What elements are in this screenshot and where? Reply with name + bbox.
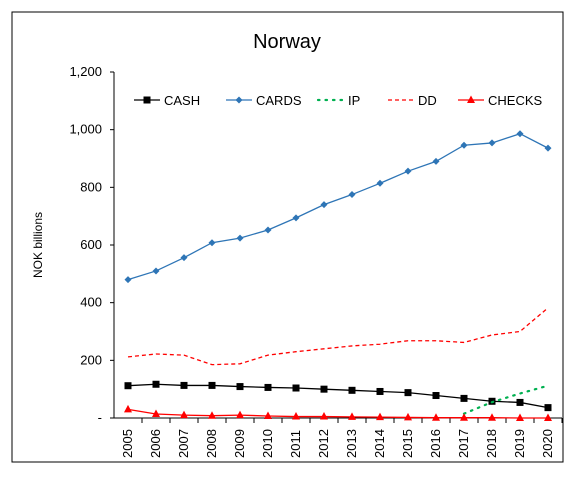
data-point (460, 141, 468, 149)
x-tick-label: 2006 (148, 429, 163, 458)
x-tick-label: 2011 (288, 430, 303, 458)
data-point (264, 411, 272, 419)
x-tick-label: 2015 (400, 429, 415, 458)
x-tick-label: 2018 (484, 429, 499, 458)
data-point (320, 385, 328, 393)
legend-marker (467, 95, 475, 103)
y-tick-label: 600 (80, 237, 102, 252)
data-point (292, 412, 300, 420)
data-point (488, 413, 496, 421)
data-point (348, 191, 356, 199)
x-tick-label: 2012 (316, 429, 331, 458)
y-tick-label: 200 (80, 352, 102, 367)
data-point (544, 413, 552, 421)
data-point (320, 412, 328, 420)
y-tick-label: 1,200 (69, 64, 102, 79)
data-point (236, 410, 244, 419)
x-tick-label: 2013 (344, 429, 359, 458)
data-point (124, 404, 132, 413)
data-point (292, 214, 300, 222)
data-point (152, 380, 160, 388)
data-point (180, 254, 188, 262)
data-point (180, 410, 188, 419)
x-tick-label: 2008 (204, 429, 219, 458)
x-tick-label: 2016 (428, 429, 443, 458)
data-point (236, 234, 244, 242)
data-point (320, 201, 328, 209)
data-point (348, 412, 356, 420)
y-tick-label: 1,000 (69, 122, 102, 137)
data-point (124, 382, 132, 390)
legend-marker (235, 96, 243, 104)
y-axis-label: NOK billions (31, 212, 45, 278)
data-point (516, 398, 524, 406)
x-tick-label: 2007 (176, 429, 191, 458)
legend-label: DD (418, 93, 437, 108)
legend-label: CHECKS (488, 93, 543, 108)
data-point (152, 409, 160, 417)
data-point (460, 413, 468, 421)
data-point (236, 383, 244, 391)
legend-label: CARDS (256, 93, 302, 108)
x-tick-label: 2009 (232, 429, 247, 458)
data-point (432, 413, 440, 421)
x-tick-label: 2005 (120, 429, 135, 458)
data-point (460, 394, 468, 402)
series-line (127, 133, 549, 281)
data-point (488, 139, 496, 147)
chart-title: Norway (253, 31, 321, 53)
x-tick-label: 2014 (372, 429, 387, 458)
data-point (264, 383, 272, 391)
x-tick-label: 2010 (260, 429, 275, 458)
legend-label: CASH (164, 93, 200, 108)
y-tick-label: 800 (80, 179, 102, 194)
data-point (348, 386, 356, 394)
series-line (127, 383, 549, 409)
data-point (376, 179, 384, 187)
data-point (152, 267, 160, 275)
data-point (180, 381, 188, 389)
series-line (462, 384, 550, 415)
chart-border (11, 11, 564, 463)
data-point (544, 144, 552, 152)
legend-label: IP (348, 93, 360, 108)
series-line (127, 408, 548, 419)
data-point (432, 157, 440, 165)
data-point (432, 392, 440, 400)
data-point (404, 412, 412, 421)
x-tick-label: 2019 (512, 429, 527, 458)
data-point (404, 167, 412, 175)
y-tick-label: - (98, 410, 102, 425)
data-point (516, 413, 524, 421)
data-point (208, 411, 216, 419)
x-tick-label: 2020 (540, 429, 555, 458)
data-point (208, 381, 216, 389)
series-line (127, 307, 549, 366)
data-point (376, 387, 384, 395)
data-point (404, 389, 412, 397)
data-point (124, 276, 132, 284)
data-point (264, 226, 272, 234)
data-point (544, 404, 552, 412)
x-tick-label: 2017 (456, 429, 471, 458)
data-point (208, 239, 216, 247)
y-tick-label: 400 (80, 295, 102, 310)
data-point (292, 384, 300, 392)
legend-marker (143, 96, 151, 104)
data-point (516, 130, 524, 138)
data-point (376, 412, 384, 421)
